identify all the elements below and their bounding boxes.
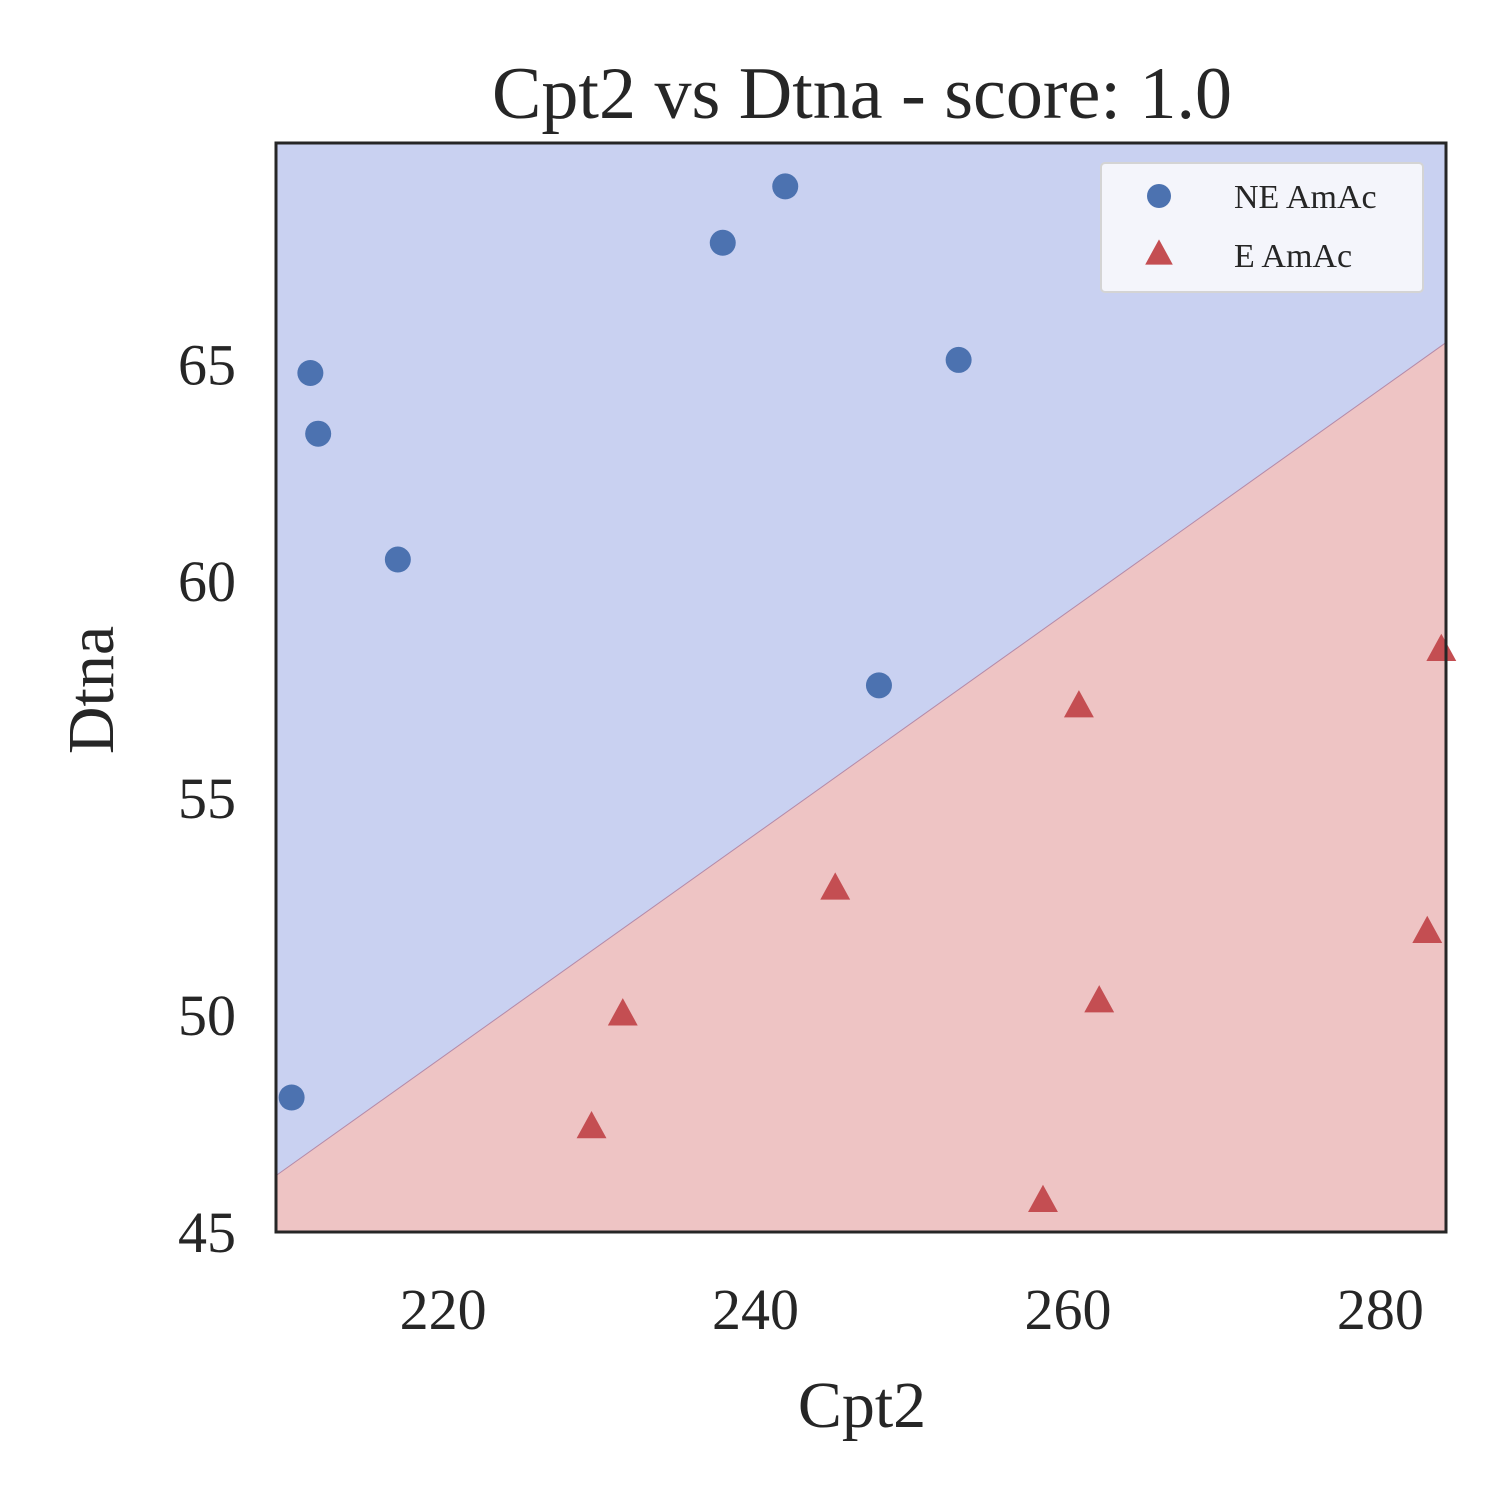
region-ne-amac	[276, 143, 1446, 1176]
data-point-ne-amac	[772, 173, 799, 200]
y-axis-ticks: 45 50 55 60 65	[178, 332, 236, 1265]
x-axis-ticks: 220 240 260 280	[400, 1277, 1424, 1342]
x-axis-label: Cpt2	[798, 1369, 926, 1442]
y-tick-label: 55	[178, 766, 236, 831]
plot-area	[274, 141, 1457, 1234]
x-tick-label: 240	[712, 1277, 799, 1342]
data-point-ne-amac	[278, 1084, 305, 1111]
chart-title: Cpt2 vs Dtna - score: 1.0	[492, 53, 1232, 135]
data-point-e-amac	[1063, 690, 1094, 718]
data-point-e-amac	[820, 872, 851, 900]
x-tick-label: 220	[400, 1277, 487, 1342]
y-tick-label: 50	[178, 983, 236, 1048]
data-point-e-amac	[607, 998, 638, 1026]
data-point-ne-amac	[709, 229, 736, 256]
region-e-amac	[276, 342, 1446, 1232]
legend-label-ne-amac: NE AmAc	[1234, 179, 1377, 216]
data-point-e-amac	[576, 1110, 607, 1139]
data-point-ne-amac	[305, 420, 332, 447]
legend: NE AmAc E AmAc	[1100, 162, 1424, 293]
y-tick-label: 45	[178, 1200, 236, 1265]
plot-frame	[274, 141, 1448, 1234]
data-point-ne-amac	[865, 672, 892, 699]
data-point-ne-amac	[297, 359, 324, 386]
data-point-ne-amac	[945, 346, 972, 373]
legend-box	[1100, 162, 1424, 293]
y-tick-label: 60	[178, 549, 236, 614]
y-axis-label: Dtna	[55, 626, 128, 754]
data-point-e-amac	[1028, 1184, 1058, 1213]
decision-boundary	[275, 342, 1447, 1177]
data-point-e-amac	[1426, 633, 1457, 661]
data-point-ne-amac	[384, 546, 411, 573]
x-tick-label: 280	[1337, 1277, 1424, 1342]
y-tick-label: 65	[178, 332, 236, 397]
data-point-e-amac	[1412, 915, 1443, 944]
legend-marker-e-amac	[1145, 239, 1173, 265]
data-points	[278, 173, 1457, 1213]
legend-marker-ne-amac	[1147, 184, 1171, 208]
x-tick-label: 260	[1024, 1277, 1111, 1342]
legend-label-e-amac: E AmAc	[1234, 238, 1352, 275]
data-point-e-amac	[1084, 985, 1115, 1013]
